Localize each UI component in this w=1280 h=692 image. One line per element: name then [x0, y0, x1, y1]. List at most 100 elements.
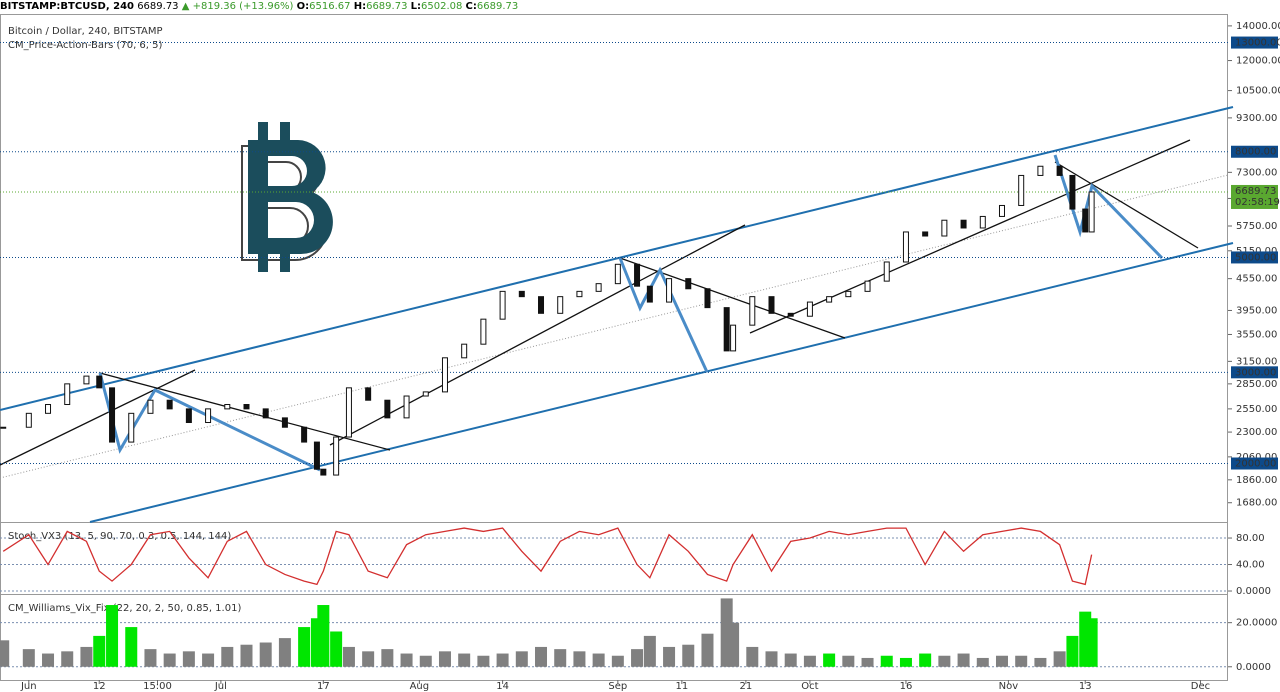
vix-bar [298, 627, 311, 667]
candle [730, 324, 737, 352]
candle [864, 280, 871, 292]
candle [45, 404, 52, 414]
candle [441, 357, 448, 393]
vix-bar [80, 646, 93, 667]
vix-bar [61, 651, 74, 667]
vix-bar [682, 644, 695, 667]
candle [922, 231, 929, 237]
candle [205, 408, 212, 424]
candle [576, 290, 583, 298]
last-price-box [1231, 184, 1278, 209]
x-tick-label: Oct [801, 681, 818, 692]
candle [224, 404, 231, 410]
y-tick-label: 5750.00 [1236, 221, 1277, 232]
x-tick-label: 12 [93, 681, 106, 692]
y-tick-label: 10500.00 [1236, 86, 1280, 97]
vix-bar [995, 655, 1008, 667]
candle [998, 204, 1005, 217]
candle [403, 395, 410, 419]
change: ▲ +819.36 (+13.96%) [181, 1, 294, 12]
vix-bar [125, 627, 138, 667]
candle [845, 290, 852, 298]
y-tick-label: 2060.00 [1236, 452, 1277, 463]
candle [301, 426, 308, 443]
candle [768, 296, 775, 314]
x-tick-label: Jul [214, 681, 227, 692]
y-tick-label: 0.0000 [1236, 662, 1271, 673]
candle [883, 261, 890, 282]
vix-bar [938, 655, 951, 667]
vix-bar [554, 649, 567, 667]
vix-bar [746, 646, 759, 667]
vix-bar [643, 635, 656, 667]
y-tick-label: 9300.00 [1236, 113, 1277, 124]
vix-bar [1053, 651, 1066, 667]
y-tick-label: 2300.00 [1236, 427, 1277, 438]
candle [787, 312, 794, 317]
y-tick-label: 14000.00 [1236, 21, 1280, 32]
candle [557, 296, 564, 314]
x-tick-label: 21 [740, 681, 753, 692]
level-label: 5000.00 [1235, 252, 1276, 263]
candle [704, 288, 711, 309]
candle [345, 387, 352, 438]
candle [281, 417, 288, 428]
vix-bar [823, 653, 836, 667]
vix-bar [515, 651, 528, 667]
legend-indicator: CM_Price-Action-Bars (70, 6, 5) [8, 40, 163, 51]
vix-bar [458, 653, 471, 667]
y-tick-label: 3550.00 [1236, 329, 1277, 340]
vix-bar [957, 653, 970, 667]
candle [384, 399, 391, 419]
candle [83, 375, 90, 385]
vix-bar [727, 622, 740, 667]
candle [109, 387, 116, 443]
candle [243, 404, 250, 410]
legend-series: Bitcoin / Dollar, 240, BITSTAMP [8, 26, 163, 37]
candle [614, 263, 621, 285]
high: 6689.73 [366, 1, 408, 12]
y-tick-label: 7300.00 [1236, 167, 1277, 178]
y-tick-label: 2550.00 [1236, 404, 1277, 415]
vix-bar [362, 651, 375, 667]
bitcoin-logo [241, 122, 333, 272]
y-tick-label: 80.00 [1236, 533, 1265, 544]
vix-bar [259, 642, 272, 667]
vix-bar [106, 605, 119, 667]
y-tick-label: 4550.00 [1236, 274, 1277, 285]
candle [96, 375, 103, 389]
vix-bar [663, 646, 676, 667]
y-tick-label: 20.0000 [1236, 618, 1277, 629]
candle [538, 296, 545, 314]
vix-bar [535, 646, 548, 667]
candle [333, 436, 340, 476]
low: 6502.08 [421, 1, 463, 12]
c-label: C: [465, 1, 477, 12]
y-tick-label: 1680.00 [1236, 498, 1277, 509]
y-tick-label: 2850.00 [1236, 379, 1277, 390]
header: BITSTAMP:BTCUSD, 240 6689.73 ▲ +819.36 (… [0, 0, 518, 13]
vix-bar [330, 631, 343, 667]
candle [1056, 165, 1063, 176]
vix-bar [202, 653, 215, 667]
candle [941, 219, 948, 237]
stoch-line [2, 527, 1093, 586]
candle [960, 219, 967, 229]
x-tick-label: 13 [1079, 681, 1092, 692]
y-tick-label: 1860.00 [1236, 475, 1277, 486]
level-box [1231, 145, 1278, 158]
vix-bar [278, 638, 291, 667]
candle [685, 278, 692, 290]
candle [0, 426, 7, 429]
candle [365, 387, 372, 401]
x-tick-label: 14 [496, 681, 509, 692]
symbol: BITSTAMP:BTCUSD, 240 [0, 1, 134, 12]
candle [1069, 174, 1076, 210]
candle [147, 399, 154, 414]
candle [826, 296, 833, 303]
x-tick-label: 16 [900, 681, 913, 692]
vix-bar [1066, 635, 1079, 667]
vix-bar [22, 649, 35, 667]
